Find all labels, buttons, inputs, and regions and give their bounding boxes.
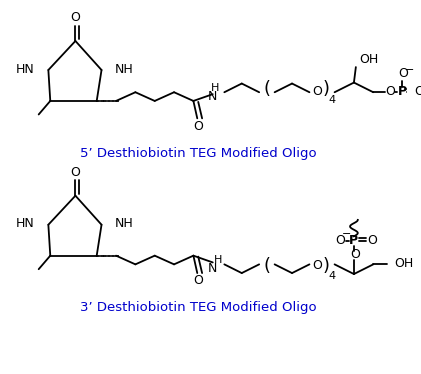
- Text: N: N: [208, 90, 217, 102]
- Text: (: (: [264, 257, 270, 275]
- Text: O: O: [336, 234, 345, 247]
- Text: −: −: [405, 65, 415, 75]
- Text: O: O: [312, 259, 322, 272]
- Text: ): ): [322, 257, 329, 275]
- Text: 4: 4: [328, 271, 335, 281]
- Text: O: O: [312, 85, 322, 98]
- Text: 4: 4: [328, 95, 335, 105]
- Text: 3’ Desthiobiotin TEG Modified Oligo: 3’ Desthiobiotin TEG Modified Oligo: [80, 301, 317, 315]
- Text: O: O: [386, 85, 396, 98]
- Text: O: O: [368, 234, 377, 247]
- Text: 5’ Desthiobiotin TEG Modified Oligo: 5’ Desthiobiotin TEG Modified Oligo: [80, 147, 317, 160]
- Text: NH: NH: [115, 217, 134, 230]
- Text: OH: OH: [394, 257, 414, 270]
- Text: O: O: [70, 166, 80, 179]
- Text: N: N: [208, 262, 217, 275]
- Text: NH: NH: [115, 62, 134, 76]
- Text: ): ): [322, 80, 329, 98]
- Text: O: O: [350, 248, 360, 261]
- Text: (: (: [264, 80, 270, 98]
- Text: P: P: [349, 234, 359, 247]
- Text: H: H: [210, 83, 219, 94]
- Text: HN: HN: [16, 62, 35, 76]
- Text: H: H: [214, 255, 223, 266]
- Text: O: O: [193, 120, 203, 132]
- Text: OH: OH: [360, 53, 379, 66]
- Text: O: O: [398, 67, 408, 80]
- Text: O: O: [70, 11, 80, 24]
- Text: P: P: [398, 85, 407, 98]
- Text: O: O: [415, 85, 421, 98]
- Text: HN: HN: [16, 217, 35, 230]
- Text: −: −: [341, 229, 351, 239]
- Text: O: O: [193, 274, 203, 287]
